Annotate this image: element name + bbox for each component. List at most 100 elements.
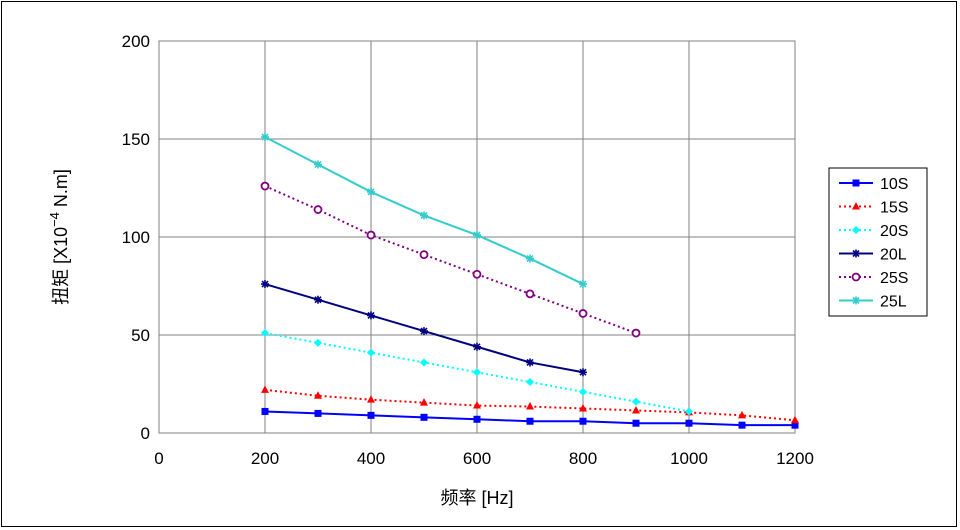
series-line bbox=[264, 185, 637, 334]
legend-swatch-marker bbox=[852, 179, 860, 187]
y-tick-label: 100 bbox=[122, 228, 150, 247]
y-axis-title-main: 扭矩 [X10 bbox=[51, 227, 71, 305]
data-point bbox=[791, 421, 799, 429]
x-tick-label: 200 bbox=[251, 449, 279, 468]
data-point bbox=[420, 211, 428, 220]
data-point bbox=[260, 181, 270, 191]
data-point bbox=[367, 348, 375, 357]
legend-box bbox=[828, 167, 928, 317]
data-point bbox=[366, 230, 376, 240]
data-point bbox=[314, 391, 322, 399]
data-point bbox=[526, 417, 534, 425]
y-axis-title-unit: N.m] bbox=[51, 169, 71, 212]
legend-item-25l: 25L bbox=[839, 294, 907, 311]
data-point bbox=[419, 250, 429, 260]
data-point bbox=[526, 254, 534, 263]
y-tick-label: 200 bbox=[122, 32, 150, 51]
data-point bbox=[526, 358, 534, 367]
x-axis-ticks: 0 200 400 600 800 1000 1200 bbox=[154, 449, 814, 468]
data-point bbox=[420, 327, 428, 336]
series-line bbox=[264, 136, 584, 285]
data-point bbox=[261, 407, 269, 415]
data-point bbox=[578, 309, 588, 318]
legend-item-15s: 15S bbox=[839, 200, 908, 217]
series-25l bbox=[261, 133, 587, 289]
data-point bbox=[738, 410, 746, 419]
data-point bbox=[526, 402, 534, 410]
series-10s bbox=[261, 407, 799, 429]
data-point bbox=[314, 409, 322, 417]
series-15s bbox=[261, 385, 799, 424]
legend-swatch-marker bbox=[852, 226, 860, 234]
legend-item-25s: 25S bbox=[839, 270, 908, 287]
data-point bbox=[367, 187, 375, 196]
plot-area bbox=[158, 40, 796, 434]
data-point bbox=[367, 395, 375, 403]
x-tick-label: 0 bbox=[154, 449, 163, 468]
legend-swatch-marker bbox=[852, 202, 860, 210]
y-tick-label: 0 bbox=[141, 424, 150, 443]
data-point bbox=[632, 397, 640, 406]
y-axis-ticks: 0 50 100 150 200 bbox=[122, 32, 150, 443]
y-tick-label: 50 bbox=[131, 326, 150, 345]
series-20l bbox=[261, 280, 587, 377]
legend-label: 25L bbox=[880, 294, 907, 311]
x-tick-label: 400 bbox=[357, 449, 385, 468]
legend-label: 20L bbox=[880, 247, 907, 264]
data-point bbox=[420, 358, 428, 367]
x-tick-label: 800 bbox=[569, 449, 597, 468]
legend-label: 20S bbox=[880, 223, 908, 240]
x-axis-title: 频率 [Hz] bbox=[440, 488, 513, 508]
data-point bbox=[738, 421, 746, 429]
series-layer bbox=[260, 133, 799, 429]
data-point bbox=[261, 133, 269, 142]
y-axis-title: 扭矩 [X10−4 N.m] bbox=[47, 169, 71, 305]
data-point bbox=[791, 415, 799, 424]
data-point bbox=[261, 280, 269, 289]
data-point bbox=[472, 269, 482, 279]
svg-text:扭矩 [X10−4 N.m]: 扭矩 [X10−4 N.m] bbox=[47, 169, 71, 305]
legend-label: 15S bbox=[880, 200, 908, 217]
data-point bbox=[579, 368, 587, 377]
data-point bbox=[526, 378, 534, 387]
legend-item-10s: 10S bbox=[839, 176, 908, 193]
legend-label: 10S bbox=[880, 176, 908, 193]
x-tick-label: 1200 bbox=[776, 449, 814, 468]
data-point bbox=[367, 311, 375, 320]
legend-item-20s: 20S bbox=[839, 223, 908, 240]
data-point bbox=[473, 401, 481, 409]
data-point bbox=[420, 398, 428, 406]
legend-swatch-marker bbox=[852, 249, 860, 258]
legend: 10S 15S 20S 20L 25S 25L bbox=[828, 167, 928, 317]
legend-item-20l: 20L bbox=[839, 247, 907, 264]
data-point bbox=[579, 404, 587, 412]
series-20s bbox=[261, 329, 693, 416]
data-point bbox=[314, 160, 322, 169]
y-axis-title-exponent: −4 bbox=[47, 212, 62, 227]
data-point bbox=[685, 407, 693, 416]
data-point bbox=[632, 419, 640, 427]
data-point bbox=[632, 405, 640, 414]
data-point bbox=[525, 289, 535, 299]
y-tick-label: 150 bbox=[122, 130, 150, 149]
data-point bbox=[420, 413, 428, 421]
data-point bbox=[314, 295, 322, 304]
x-tick-label: 1000 bbox=[670, 449, 708, 468]
data-point bbox=[473, 415, 481, 423]
data-point bbox=[631, 328, 641, 338]
data-point bbox=[473, 231, 481, 240]
data-point bbox=[579, 417, 587, 425]
data-point bbox=[367, 411, 375, 419]
data-point bbox=[685, 419, 693, 427]
data-point bbox=[261, 385, 269, 393]
data-point bbox=[314, 338, 322, 347]
legend-swatch-marker bbox=[852, 296, 860, 305]
data-point bbox=[473, 368, 481, 377]
legend-label: 25S bbox=[880, 270, 908, 287]
data-point bbox=[313, 205, 323, 214]
data-point bbox=[579, 280, 587, 289]
data-point bbox=[473, 342, 481, 351]
data-point bbox=[261, 329, 269, 338]
